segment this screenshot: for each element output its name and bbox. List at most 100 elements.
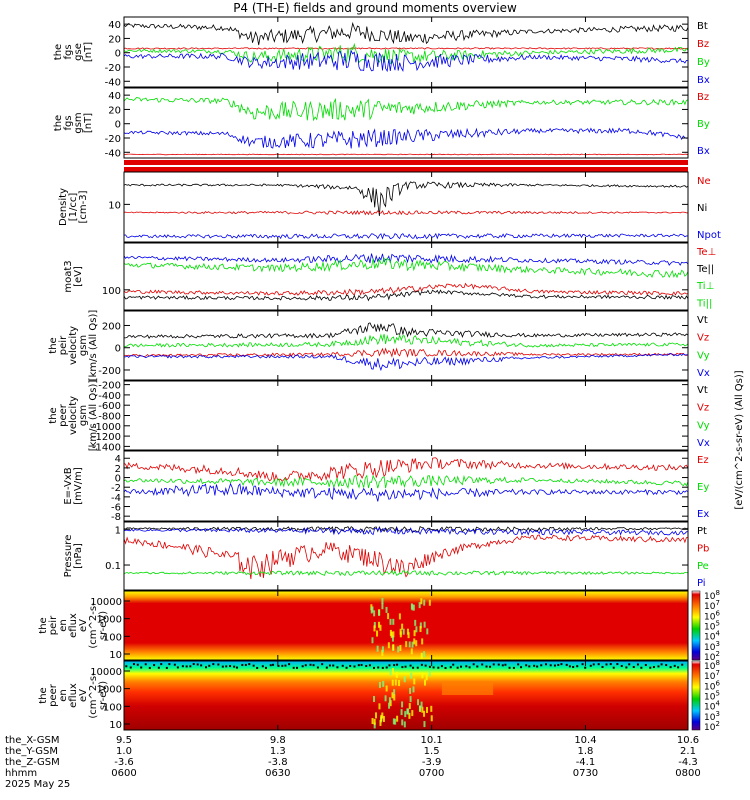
spectrogram-burst <box>420 701 423 708</box>
spectrogram-fill-mark <box>424 664 427 667</box>
spectrogram-burst <box>410 648 413 655</box>
spectrogram-fill-mark <box>404 665 407 668</box>
spectrogram-fill-mark <box>309 663 312 666</box>
spectrogram-fill-mark <box>256 666 259 669</box>
y-tick-label: 10 <box>108 200 121 211</box>
y-axis-label: the <box>38 687 49 703</box>
y-axis-label: [km/s (All Qs)] <box>88 380 99 452</box>
spectrogram-burst <box>373 610 376 617</box>
y-tick-label: -600 <box>98 401 121 412</box>
spectrogram-fill-mark <box>385 666 388 669</box>
legend-Ex: Ex <box>697 509 709 520</box>
y-tick-label: 2 <box>115 464 121 475</box>
spectrogram-fill-mark <box>444 666 447 669</box>
spectrogram-fill-mark <box>665 664 668 667</box>
spectrogram-fill-mark <box>196 663 199 666</box>
spectrogram-fill-mark <box>301 665 304 668</box>
x-axis-row-label: the_Y-GSM <box>5 746 58 757</box>
y-tick-label: 0 <box>115 120 121 131</box>
y-tick-label: 10 <box>109 720 122 731</box>
spectrogram-fill-mark <box>520 666 523 669</box>
spectrogram-fill-mark <box>205 666 208 669</box>
y-axis-label: (cm^2-s- <box>88 602 99 649</box>
spectrogram-burst <box>409 687 412 694</box>
series-Bx-line <box>123 127 689 149</box>
spectrogram-burst <box>413 638 416 645</box>
y-tick-label: 20 <box>108 105 121 116</box>
spectrogram-burst <box>370 607 373 614</box>
spectrogram-burst <box>412 604 415 611</box>
spectrogram-fill-mark <box>241 663 244 666</box>
y-tick-label: 10 <box>109 650 122 661</box>
spectrogram-burst <box>387 642 390 649</box>
y-tick-label: 1000 <box>97 615 122 626</box>
spectrogram-fill-mark <box>468 666 471 669</box>
spectrogram-burst <box>407 632 410 639</box>
series-By-line <box>123 97 689 122</box>
y-axis-label: eflux <box>68 613 79 638</box>
spectrogram-fill-mark <box>508 666 511 669</box>
colorbar <box>691 590 701 661</box>
series-Pi-line <box>123 526 689 536</box>
spectrogram-burst <box>408 712 411 719</box>
spectrogram-burst <box>408 703 411 710</box>
spectrogram-fill-mark <box>517 663 520 666</box>
y-tick-label: 100 <box>103 702 122 713</box>
spectrogram-fill-mark <box>252 664 255 667</box>
legend-Ti⊥: Ti⊥ <box>696 281 714 292</box>
spectrogram-burst <box>423 679 426 686</box>
spectrogram-burst <box>378 703 381 710</box>
spectrogram-fill-mark <box>636 663 639 666</box>
panel-frame <box>123 87 689 159</box>
panel-frame <box>123 171 689 243</box>
spectrogram-fill-mark <box>485 665 488 668</box>
spectrogram-burst <box>418 705 421 712</box>
spectrogram-fill-mark <box>605 663 608 666</box>
colorbar-tick-label: 103 <box>704 710 720 723</box>
spectrogram <box>124 661 688 730</box>
spectrogram-fill-mark <box>501 664 504 667</box>
spectrogram-fill-mark <box>657 665 660 668</box>
y-axis-label: [nT] <box>83 113 94 133</box>
spectrogram-fill-mark <box>616 663 619 666</box>
spectrogram-burst <box>378 609 381 616</box>
spectrogram-burst <box>418 602 421 609</box>
y-axis-label: fgs <box>63 44 74 59</box>
series-Bz-line <box>123 47 689 50</box>
y-axis-label: velocity <box>68 396 79 435</box>
spectrogram-fill-mark <box>288 663 291 666</box>
series-Pb-line <box>123 534 689 580</box>
spectrogram-burst <box>392 618 395 625</box>
spectrogram-fill-mark <box>528 665 531 668</box>
y-axis-label: Pressure <box>63 535 74 578</box>
y-axis-label: eV <box>78 689 89 702</box>
spectrogram-burst <box>401 719 404 726</box>
spectrogram-fill-mark <box>628 663 631 666</box>
panel-8: 1 0.1 Pt Pb Pe Pi Pressure [nPa] <box>63 521 709 591</box>
y-axis-label: moat3 <box>63 260 74 292</box>
spectrogram-burst <box>381 603 384 610</box>
legend-Bx: Bx <box>697 75 710 86</box>
colorbar-tick-label: 106 <box>704 679 720 692</box>
spectrogram-fill-mark <box>612 666 615 669</box>
spectrogram-burst <box>371 637 374 644</box>
legend-Te⊥: Te⊥ <box>696 247 716 258</box>
spectrogram-burst <box>411 604 414 611</box>
spectrogram-burst <box>405 641 408 648</box>
legend-Ne: Ne <box>697 176 711 187</box>
spectrogram-fill-mark <box>381 666 384 669</box>
series-Ne-line <box>123 209 689 216</box>
spectrogram-burst <box>394 718 397 725</box>
spectrogram-fill-mark <box>341 664 344 667</box>
series-Bz-line <box>123 153 689 156</box>
red-band <box>124 167 688 172</box>
y-tick-label: -8 <box>111 512 121 523</box>
spectrogram-fill-mark <box>140 666 143 669</box>
spectrogram-burst <box>393 694 396 701</box>
series-Vx-line <box>123 353 689 372</box>
spectrogram-fill-mark <box>465 665 468 668</box>
panel-frame <box>123 310 689 381</box>
spectrogram-burst <box>399 644 402 651</box>
spectrogram-burst <box>407 708 410 715</box>
